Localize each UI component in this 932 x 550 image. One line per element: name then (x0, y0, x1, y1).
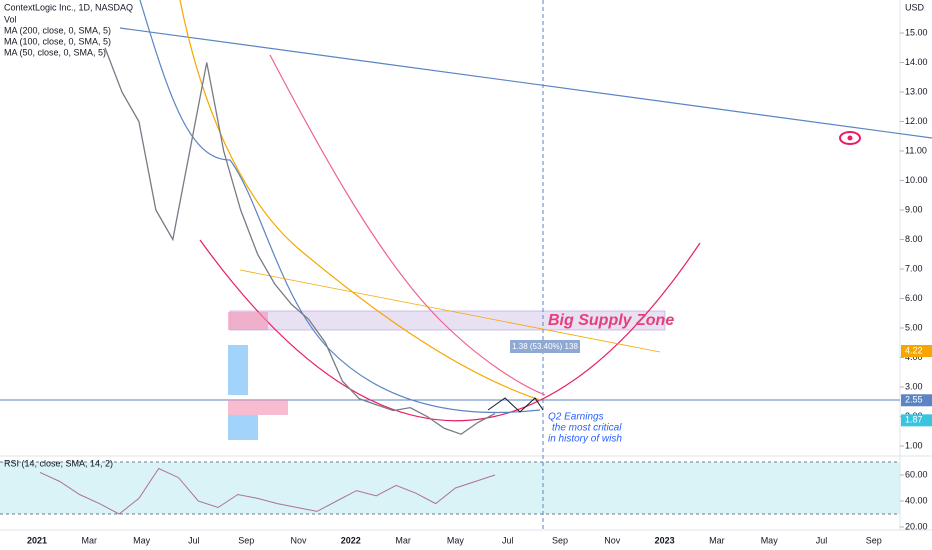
price-tick-label: 15.00 (905, 27, 928, 37)
price-tag-label: 1.87 (905, 415, 923, 425)
price-tick-label: 13.00 (905, 86, 928, 96)
price-unit: USD (905, 2, 925, 12)
header-title: ContextLogic Inc., 1D, NASDAQ (4, 2, 133, 12)
time-tick-label: Sep (552, 535, 568, 545)
measure-label: 1.38 (53.40%) 138 (512, 342, 578, 351)
trend-line (119, 27, 932, 139)
price-tick-label: 8.00 (905, 234, 923, 244)
time-tick-label: 2022 (341, 535, 361, 545)
price-line (104, 47, 496, 435)
study-label: MA (100, close, 0, SMA, 5) (4, 36, 111, 46)
price-tag-label: 4.22 (905, 345, 923, 355)
price-tick-label: 11.00 (905, 145, 927, 155)
time-tick-label: 2021 (27, 535, 47, 545)
price-tag-label: 2.55 (905, 395, 923, 405)
time-tick-label: May (447, 535, 465, 545)
time-tick-label: Jul (188, 535, 200, 545)
time-tick-label: Mar (709, 535, 725, 545)
study-label: MA (50, close, 0, SMA, 5) (4, 47, 106, 57)
price-tag (901, 414, 932, 427)
price-tick-label: 10.00 (905, 175, 928, 185)
rsi-tick-label: 40.00 (905, 495, 928, 505)
price-tick-label: 1.00 (905, 440, 923, 450)
volume-profile (228, 312, 288, 440)
time-tick-label: Nov (290, 535, 307, 545)
time-tick-label: Sep (238, 535, 254, 545)
time-tick-label: Mar (395, 535, 411, 545)
study-label: MA (200, close, 0, SMA, 5) (4, 25, 111, 35)
note-line: in history of wish (548, 434, 622, 445)
price-tick-label: 9.00 (905, 204, 923, 214)
price-tick-label: 12.00 (905, 116, 928, 126)
rsi-band (0, 462, 900, 514)
time-tick-label: Jul (816, 535, 828, 545)
projection-path (487, 397, 544, 413)
study-label: Vol (4, 14, 17, 24)
price-tick-label: 14.00 (905, 57, 928, 67)
rsi-tick-label: 60.00 (905, 469, 928, 479)
time-tick-label: May (133, 535, 151, 545)
rsi-title: RSI (14, close, SMA, 14, 2) (4, 458, 113, 468)
ma-100 (179, 0, 541, 401)
measure-box (510, 340, 580, 353)
time-tick-label: 2023 (655, 535, 675, 545)
ma-50 (139, 0, 541, 414)
price-tag (901, 345, 932, 358)
ma-extension (239, 269, 661, 353)
time-tick-label: Sep (866, 535, 882, 545)
price-tag (901, 394, 932, 407)
price-tick-label: 5.00 (905, 322, 923, 332)
time-tick-label: Nov (604, 535, 621, 545)
eye-icon[interactable] (839, 131, 861, 145)
note-line: the most critical (552, 423, 622, 434)
price-tick-label: 7.00 (905, 263, 923, 273)
time-tick-label: Mar (82, 535, 98, 545)
price-tick-label: 6.00 (905, 293, 923, 303)
zone-label: Big Supply Zone (548, 312, 674, 329)
time-tick-label: May (761, 535, 779, 545)
note-line: Q2 Earnings (548, 412, 604, 423)
time-tick-label: Jul (502, 535, 514, 545)
ma-200 (269, 54, 546, 396)
rsi-tick-label: 20.00 (905, 521, 928, 531)
parabola (199, 239, 701, 422)
rsi-line (39, 467, 496, 515)
price-tick-label: 3.00 (905, 381, 923, 391)
